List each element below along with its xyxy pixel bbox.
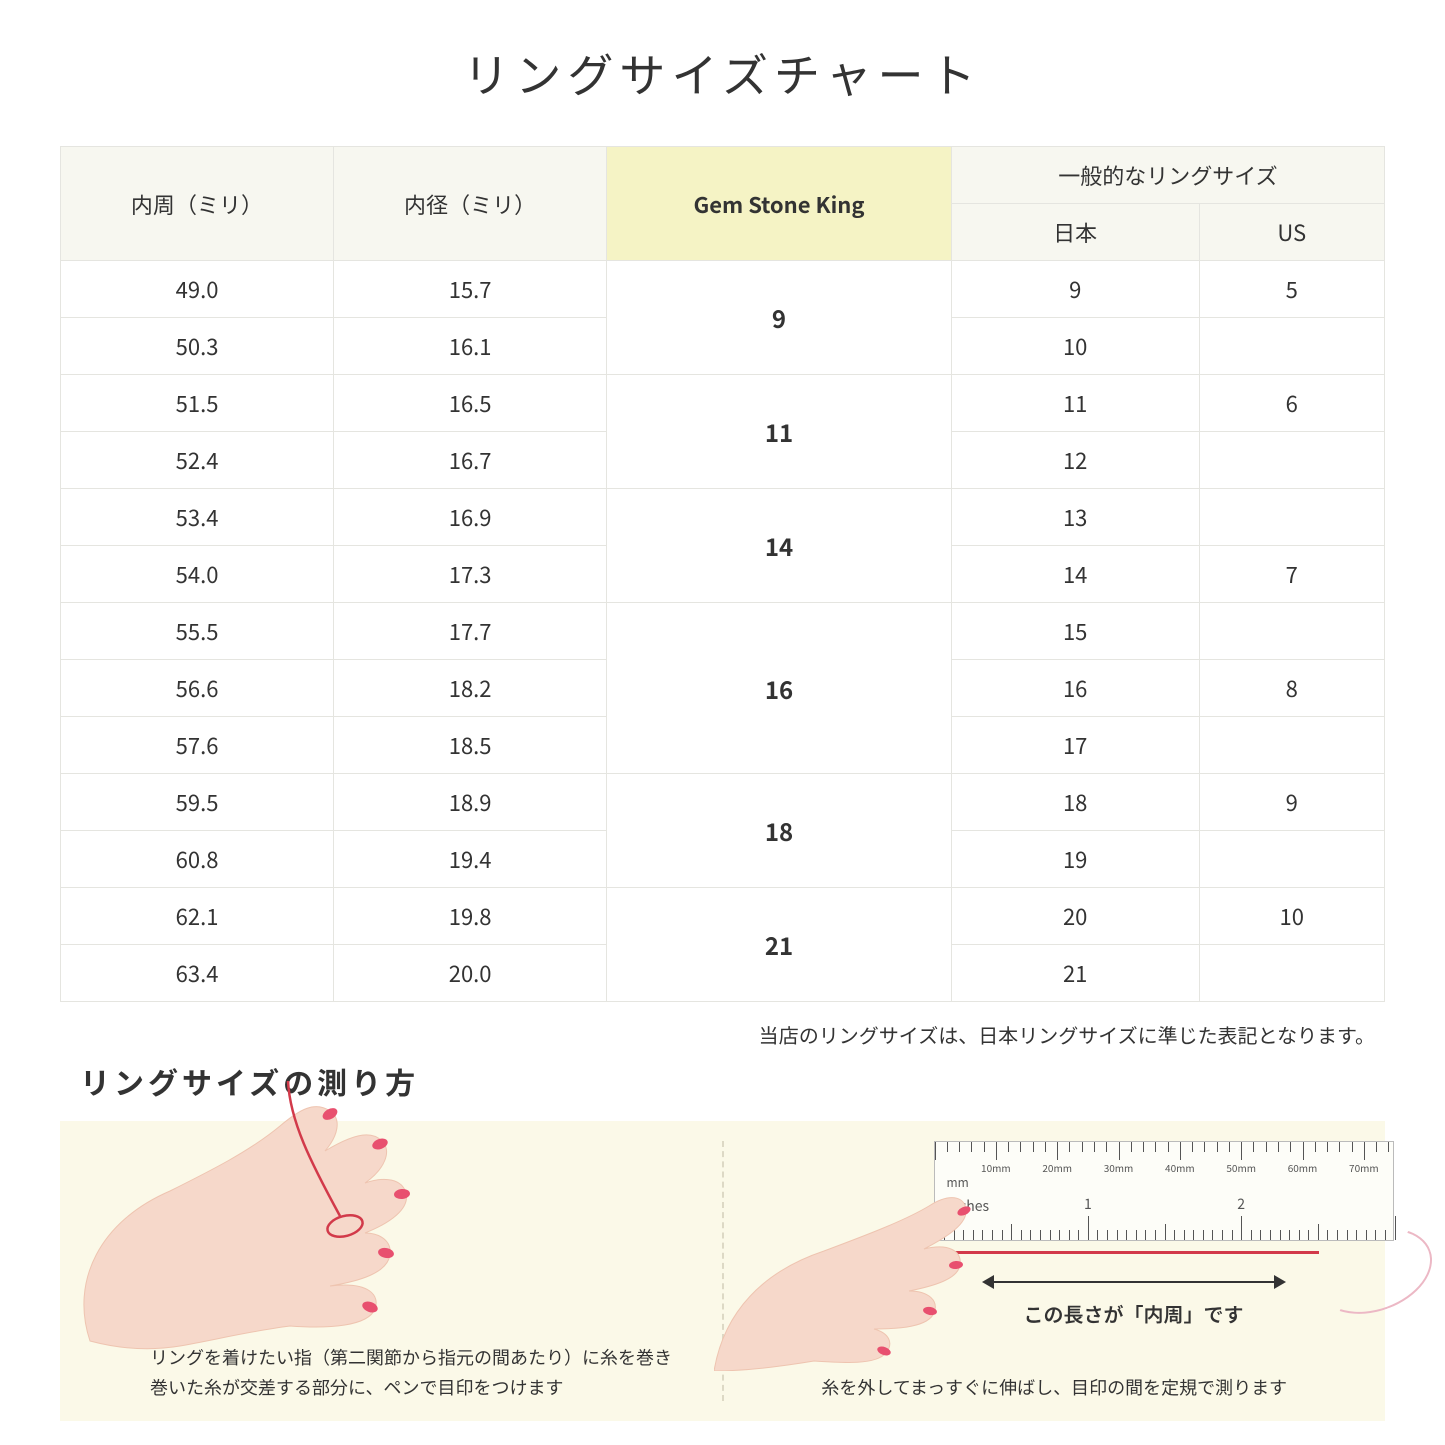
cell-gsk: 9 [607, 261, 952, 375]
cell-diameter: 19.4 [334, 831, 607, 888]
ruler-inch-label: 2 [1237, 1194, 1245, 1214]
cell-us [1199, 603, 1384, 660]
ruler-inch-label: 1 [1084, 1194, 1092, 1214]
cell-us [1199, 318, 1384, 375]
cell-diameter: 16.1 [334, 318, 607, 375]
howto-panel-measure: 10mm20mm30mm40mm50mm60mm70mm mm Inches 1… [724, 1121, 1386, 1421]
cell-japan: 14 [951, 546, 1199, 603]
cell-japan: 10 [951, 318, 1199, 375]
table-row: 59.518.918189 [61, 774, 1385, 831]
th-diameter: 内径（ミリ） [334, 147, 607, 261]
cell-gsk: 14 [607, 489, 952, 603]
cell-diameter: 18.5 [334, 717, 607, 774]
ruler-mm-label: 40mm [1165, 1160, 1195, 1175]
howto-left-caption: リングを着けたい指（第二関節から指元の間あたり）に糸を巻き 巻いた糸が交差する部… [150, 1342, 682, 1403]
cell-us [1199, 489, 1384, 546]
ruler-illustration: 10mm20mm30mm40mm50mm60mm70mm mm Inches 1… [934, 1141, 1394, 1241]
ruler-mm-label: 50mm [1226, 1160, 1256, 1175]
cell-diameter: 16.7 [334, 432, 607, 489]
howto-panel-wrap: リングを着けたい指（第二関節から指元の間あたり）に糸を巻き 巻いた糸が交差する部… [60, 1121, 722, 1421]
table-row: 62.119.8212010 [61, 888, 1385, 945]
red-thread [949, 1251, 1319, 1254]
measure-label: この長さが「内周」です [934, 1299, 1334, 1328]
cell-diameter: 16.5 [334, 375, 607, 432]
cell-japan: 17 [951, 717, 1199, 774]
cell-circumference: 60.8 [61, 831, 334, 888]
cell-gsk: 18 [607, 774, 952, 888]
cell-japan: 11 [951, 375, 1199, 432]
ruler-mm-label: 10mm [981, 1160, 1011, 1175]
table-note: 当店のリングサイズは、日本リングサイズに準じた表記となります。 [60, 1020, 1375, 1049]
cell-circumference: 50.3 [61, 318, 334, 375]
cell-circumference: 51.5 [61, 375, 334, 432]
cell-japan: 20 [951, 888, 1199, 945]
cell-japan: 21 [951, 945, 1199, 1002]
th-circumference: 内周（ミリ） [61, 147, 334, 261]
cell-japan: 18 [951, 774, 1199, 831]
th-gsk: Gem Stone King [607, 147, 952, 261]
cell-diameter: 19.8 [334, 888, 607, 945]
cell-us: 6 [1199, 375, 1384, 432]
cell-diameter: 17.7 [334, 603, 607, 660]
cell-circumference: 53.4 [61, 489, 334, 546]
ruler-mm-label: 70mm [1349, 1160, 1379, 1175]
cell-us [1199, 945, 1384, 1002]
cell-us: 7 [1199, 546, 1384, 603]
ruler-mm-label: 60mm [1288, 1160, 1318, 1175]
cell-circumference: 55.5 [61, 603, 334, 660]
ruler-mm-label: 20mm [1042, 1160, 1072, 1175]
cell-gsk: 16 [607, 603, 952, 774]
cell-diameter: 17.3 [334, 546, 607, 603]
cell-circumference: 59.5 [61, 774, 334, 831]
cell-japan: 12 [951, 432, 1199, 489]
cell-diameter: 20.0 [334, 945, 607, 1002]
cell-us [1199, 717, 1384, 774]
page-title: リングサイズチャート [60, 40, 1385, 106]
ring-size-table: 内周（ミリ） 内径（ミリ） Gem Stone King 一般的なリングサイズ … [60, 146, 1385, 1002]
th-japan: 日本 [951, 204, 1199, 261]
cell-japan: 13 [951, 489, 1199, 546]
th-us: US [1199, 204, 1384, 261]
cell-diameter: 18.2 [334, 660, 607, 717]
cell-us: 9 [1199, 774, 1384, 831]
cell-us: 10 [1199, 888, 1384, 945]
cell-japan: 9 [951, 261, 1199, 318]
th-general: 一般的なリングサイズ [951, 147, 1384, 204]
cell-circumference: 54.0 [61, 546, 334, 603]
cell-diameter: 16.9 [334, 489, 607, 546]
hand-measure-illustration [714, 1171, 974, 1371]
measure-arrow [984, 1271, 1284, 1295]
cell-japan: 19 [951, 831, 1199, 888]
table-row: 53.416.91413 [61, 489, 1385, 546]
cell-circumference: 63.4 [61, 945, 334, 1002]
cell-japan: 16 [951, 660, 1199, 717]
cell-japan: 15 [951, 603, 1199, 660]
cell-circumference: 49.0 [61, 261, 334, 318]
table-row: 55.517.71615 [61, 603, 1385, 660]
cell-circumference: 57.6 [61, 717, 334, 774]
cell-us [1199, 432, 1384, 489]
cell-us: 8 [1199, 660, 1384, 717]
table-row: 49.015.7995 [61, 261, 1385, 318]
howto-right-caption: 糸を外してまっすぐに伸ばし、目印の間を定規で測ります [724, 1372, 1386, 1403]
cell-circumference: 52.4 [61, 432, 334, 489]
cell-us: 5 [1199, 261, 1384, 318]
cell-diameter: 18.9 [334, 774, 607, 831]
cell-gsk: 21 [607, 888, 952, 1002]
hand-wrap-illustration [30, 1081, 450, 1361]
cell-circumference: 56.6 [61, 660, 334, 717]
ruler-mm-label: 30mm [1104, 1160, 1134, 1175]
cell-us [1199, 831, 1384, 888]
cell-circumference: 62.1 [61, 888, 334, 945]
howto-section: リングを着けたい指（第二関節から指元の間あたり）に糸を巻き 巻いた糸が交差する部… [60, 1121, 1385, 1421]
table-row: 51.516.511116 [61, 375, 1385, 432]
cell-gsk: 11 [607, 375, 952, 489]
cell-diameter: 15.7 [334, 261, 607, 318]
